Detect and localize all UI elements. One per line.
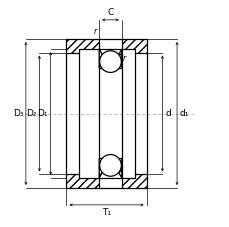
Polygon shape (121, 39, 146, 53)
Polygon shape (121, 174, 146, 188)
Polygon shape (99, 158, 102, 178)
Polygon shape (118, 158, 121, 178)
Polygon shape (66, 174, 99, 188)
Text: d: d (164, 109, 170, 118)
Text: D₂: D₂ (26, 109, 37, 118)
Text: r: r (93, 27, 97, 36)
Polygon shape (66, 39, 99, 53)
Circle shape (99, 155, 121, 176)
Text: D₁: D₁ (37, 109, 48, 118)
Text: C: C (107, 8, 113, 17)
Polygon shape (118, 49, 121, 69)
Text: T₁: T₁ (102, 208, 111, 217)
Text: D₃: D₃ (13, 109, 23, 118)
Polygon shape (99, 49, 102, 69)
Text: r: r (122, 54, 125, 63)
Circle shape (99, 51, 121, 72)
Text: d₁: d₁ (179, 109, 188, 118)
